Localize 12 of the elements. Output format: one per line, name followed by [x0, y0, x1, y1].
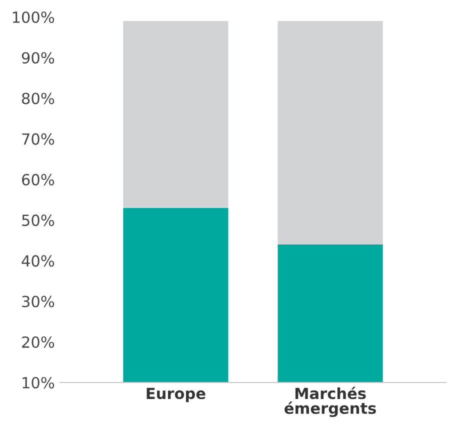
- y-tick-label: 80%: [22, 92, 54, 104]
- y-tick-label: 50%: [22, 214, 54, 226]
- y-tick-label: 10%: [22, 376, 54, 389]
- y-tick-label: 30%: [22, 296, 54, 308]
- y-tick-label: 90%: [22, 52, 54, 64]
- y-tick-label: 100%: [12, 11, 54, 24]
- y-tick-label: 20%: [22, 336, 54, 348]
- y-tick-label: 40%: [22, 255, 54, 267]
- y-tick-label: 70%: [22, 133, 54, 145]
- y-tick-label: 60%: [22, 174, 54, 186]
- x-tick-label: Marchés émergents: [284, 386, 376, 418]
- x-tick-label: Europe: [146, 388, 206, 402]
